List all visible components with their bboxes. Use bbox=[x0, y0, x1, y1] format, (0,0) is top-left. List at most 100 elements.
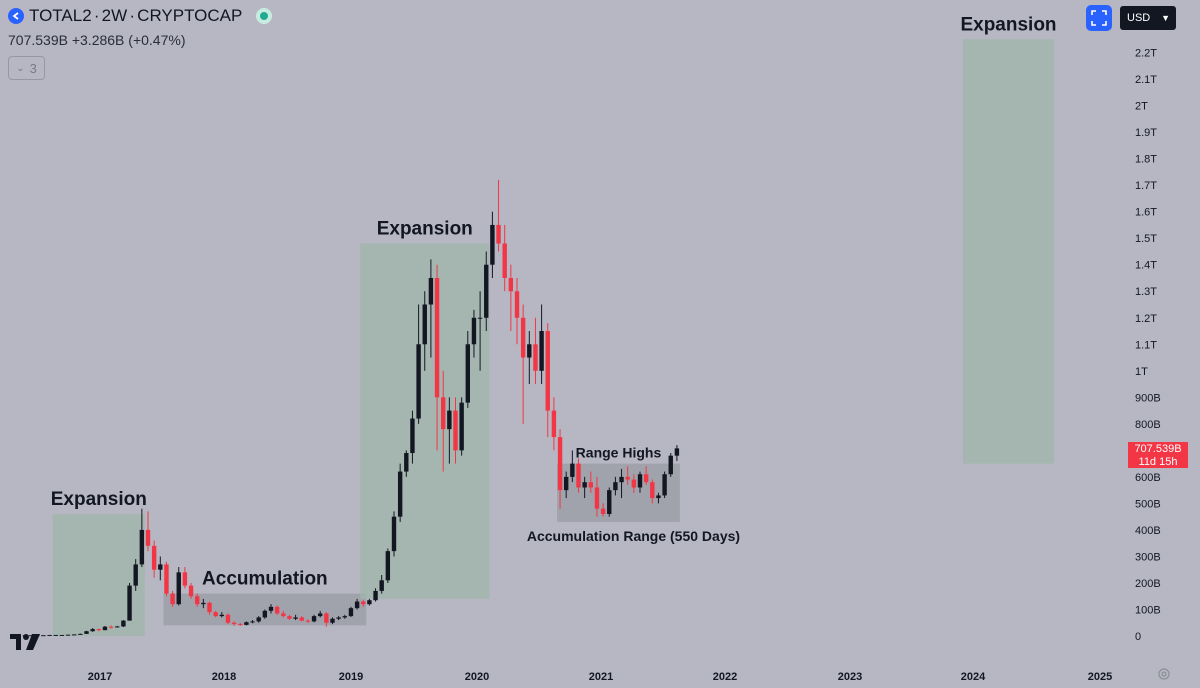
candle bbox=[139, 508, 145, 568]
candle-body bbox=[465, 344, 470, 403]
candle bbox=[256, 616, 261, 623]
candle-body bbox=[367, 600, 372, 605]
candle-body bbox=[533, 344, 538, 371]
candle bbox=[170, 590, 175, 607]
candle bbox=[477, 291, 483, 371]
price-axis-label: 1.5T bbox=[1135, 233, 1157, 245]
price-axis-label: 600B bbox=[1135, 472, 1161, 484]
candle-body bbox=[477, 317, 483, 319]
candle-body bbox=[188, 585, 194, 597]
candle-body bbox=[311, 616, 317, 622]
candle-body bbox=[262, 610, 268, 618]
candle-body bbox=[256, 617, 261, 622]
candle bbox=[533, 317, 538, 385]
candles-layer bbox=[22, 179, 680, 637]
time-axis: 2017 2018 2019 2020 2021 2022 2023 2024 2025 bbox=[88, 671, 1112, 683]
price-axis-label: 200B bbox=[1135, 578, 1161, 590]
candle bbox=[662, 471, 667, 499]
candle bbox=[268, 604, 274, 614]
candle-body bbox=[354, 601, 360, 609]
candle-body bbox=[47, 634, 52, 636]
candle-body bbox=[373, 590, 378, 601]
annotations-layer: Expansion Accumulation Expansion Range High… bbox=[51, 14, 1057, 589]
interval-label[interactable]: 2W bbox=[101, 6, 128, 25]
candle-body bbox=[219, 614, 224, 617]
candle-body bbox=[496, 224, 501, 244]
candle bbox=[453, 397, 458, 464]
candle bbox=[539, 304, 544, 385]
candle bbox=[188, 582, 194, 599]
candle bbox=[41, 635, 46, 637]
candle bbox=[311, 614, 317, 623]
candle-body bbox=[139, 529, 145, 565]
candle bbox=[613, 476, 618, 496]
time-axis-label: 2017 bbox=[88, 671, 112, 683]
candle bbox=[318, 610, 323, 618]
price-axis-label: 2T bbox=[1135, 101, 1148, 113]
candle-body bbox=[545, 331, 550, 411]
candle bbox=[281, 610, 286, 618]
price-axis-label: 2.1T bbox=[1135, 74, 1157, 86]
candle bbox=[625, 466, 630, 485]
candle-body bbox=[108, 626, 114, 628]
candle-body bbox=[582, 482, 587, 488]
candle bbox=[385, 548, 391, 583]
candle bbox=[96, 628, 101, 632]
candle bbox=[84, 630, 89, 634]
price-axis-label: 1T bbox=[1135, 366, 1148, 378]
time-axis-label: 2025 bbox=[1088, 671, 1112, 683]
candle bbox=[674, 445, 680, 461]
candle-body bbox=[201, 602, 206, 605]
candle-body bbox=[330, 618, 335, 623]
candle bbox=[428, 259, 434, 358]
candle-body bbox=[72, 634, 77, 636]
candle-body bbox=[428, 277, 434, 305]
gear-icon bbox=[1158, 668, 1170, 680]
candle bbox=[564, 471, 569, 499]
candle bbox=[643, 466, 649, 485]
currency-select[interactable]: USD ▼ bbox=[1120, 6, 1176, 30]
candle bbox=[508, 264, 514, 332]
candle bbox=[434, 264, 440, 451]
candle-body bbox=[348, 608, 354, 617]
fullscreen-button[interactable] bbox=[1086, 5, 1112, 31]
candle bbox=[588, 471, 593, 493]
candle-body bbox=[102, 626, 108, 631]
candle-body bbox=[121, 620, 126, 627]
candle-body bbox=[422, 304, 427, 345]
candle bbox=[145, 511, 151, 552]
candle-body bbox=[176, 572, 181, 605]
candle-body bbox=[594, 487, 600, 509]
candle bbox=[551, 397, 557, 451]
price-axis: 0100B200B300B400B500B600B700B800B900B1T1… bbox=[1135, 48, 1161, 643]
indicators-toggle-button[interactable]: ⌄ 3 bbox=[8, 56, 45, 80]
candle bbox=[594, 476, 600, 517]
last-price-value: 707.539B bbox=[1134, 443, 1182, 455]
candle-body bbox=[637, 474, 643, 488]
candle bbox=[121, 620, 126, 627]
candle bbox=[397, 463, 403, 522]
candle bbox=[619, 468, 624, 499]
candle bbox=[28, 635, 34, 637]
settings-button[interactable] bbox=[1157, 667, 1171, 686]
accumulation-range-label: Accumulation Range (550 Days) bbox=[527, 528, 740, 544]
symbol-name[interactable]: TOTAL2 bbox=[29, 6, 92, 25]
tradingview-logo-icon[interactable] bbox=[10, 632, 44, 657]
candle-body bbox=[410, 418, 415, 454]
accumulation-zone-label: Accumulation bbox=[202, 569, 328, 590]
candle-body bbox=[404, 453, 409, 472]
candle bbox=[650, 479, 655, 504]
candle bbox=[600, 503, 606, 517]
candle-body bbox=[588, 482, 593, 488]
candle bbox=[151, 540, 157, 578]
price-axis-label: 1.3T bbox=[1135, 286, 1157, 298]
candle-body bbox=[133, 564, 138, 586]
candle bbox=[668, 453, 673, 477]
candle bbox=[422, 291, 427, 371]
chevron-down-icon: ⌄ bbox=[16, 62, 25, 74]
candle bbox=[514, 277, 520, 345]
candle bbox=[502, 224, 507, 292]
price-summary: 707.539B +3.286B (+0.47%) bbox=[8, 32, 272, 48]
candle-body bbox=[551, 410, 557, 438]
